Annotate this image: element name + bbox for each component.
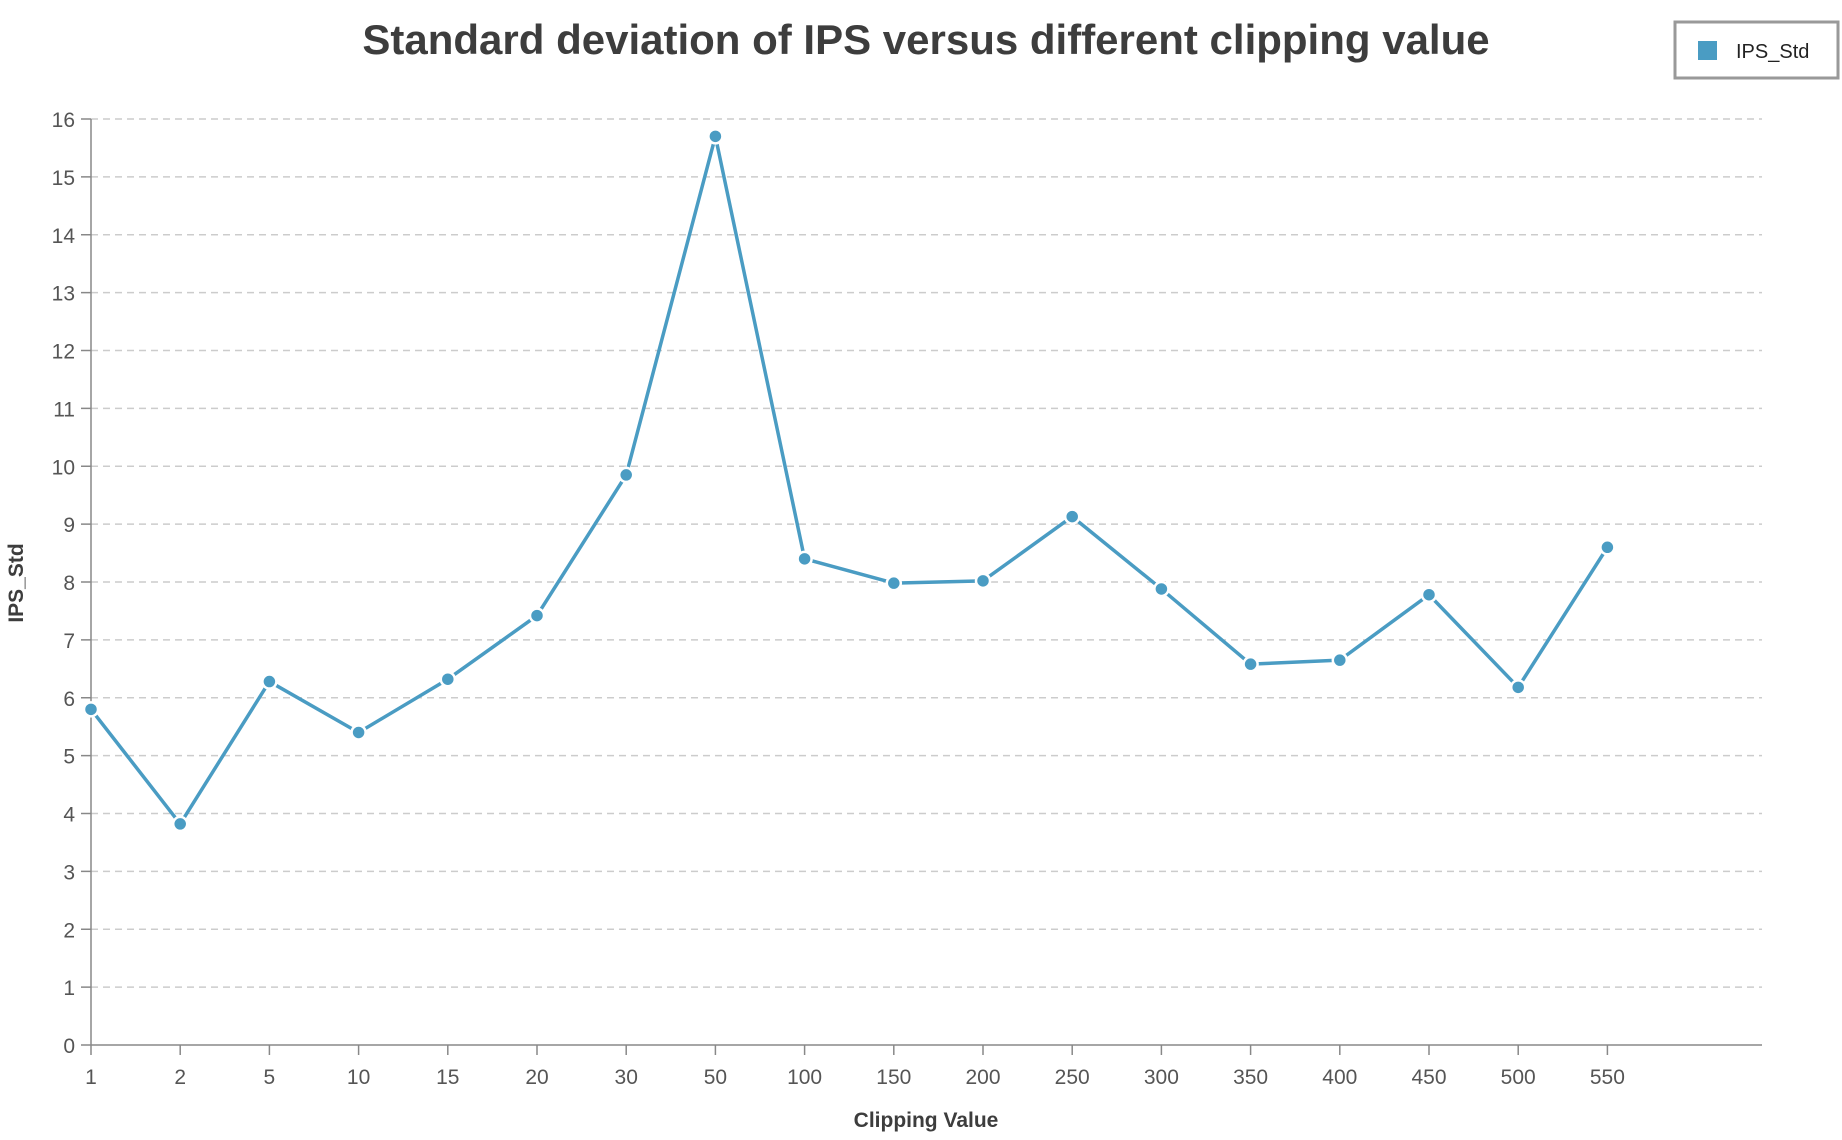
data-point: [350, 724, 367, 741]
y-tick-label: 15: [52, 167, 75, 190]
y-tick-label: 5: [63, 746, 75, 769]
y-tick-label: 9: [63, 514, 75, 537]
data-point: [617, 466, 635, 484]
y-tick-label: 14: [52, 225, 76, 248]
legend-label: IPS_Std: [1736, 41, 1809, 63]
data-point: [974, 572, 992, 590]
x-tick-label: 300: [1144, 1066, 1179, 1089]
y-tick-label: 12: [52, 341, 75, 364]
y-tick-label: 4: [63, 804, 75, 827]
x-tick-label: 15: [436, 1066, 459, 1089]
x-tick-label: 30: [615, 1066, 638, 1089]
data-point: [1420, 586, 1438, 603]
x-tick-label: 1: [85, 1066, 97, 1089]
chart-title: Standard deviation of IPS versus differe…: [362, 16, 1489, 63]
data-point: [528, 607, 546, 624]
x-tick-label: 250: [1055, 1066, 1090, 1089]
data-point: [796, 550, 813, 568]
data-point: [82, 701, 100, 718]
data-point: [1063, 508, 1081, 525]
data-point: [1242, 655, 1259, 673]
x-tick-label: 150: [876, 1066, 911, 1089]
x-tick-label: 400: [1322, 1066, 1357, 1089]
series-ips-std: [82, 128, 1616, 833]
x-tick-label: 20: [525, 1066, 548, 1089]
x-tick-label: 5: [264, 1066, 276, 1089]
data-point: [1331, 651, 1349, 669]
y-tick-label: 1: [63, 977, 75, 1000]
data-point: [1599, 539, 1616, 556]
series-line: [89, 134, 1609, 826]
legend[interactable]: IPS_Std: [1673, 20, 1840, 80]
y-tick-label: 7: [63, 630, 75, 653]
data-point: [171, 815, 189, 833]
y-tick-label: 16: [52, 109, 75, 132]
data-point: [1509, 679, 1527, 696]
legend-swatch: [1698, 41, 1717, 60]
x-tick-label: 200: [965, 1066, 1000, 1089]
y-tick-label: 2: [63, 919, 75, 942]
x-tick-label: 550: [1590, 1066, 1625, 1089]
x-tick-label: 2: [174, 1066, 186, 1089]
data-point: [885, 574, 903, 592]
x-tick-label: 50: [704, 1066, 727, 1089]
y-axis-label: IPS_Std: [5, 543, 28, 622]
y-tick-label: 6: [63, 688, 75, 711]
x-axis-label: Clipping Value: [854, 1109, 999, 1132]
data-point: [1153, 580, 1170, 598]
data-point: [707, 128, 724, 145]
y-tick-label: 10: [52, 456, 75, 479]
y-tick-label: 3: [63, 861, 75, 884]
x-tick-label: 500: [1501, 1066, 1536, 1089]
x-tick-label: 10: [347, 1066, 370, 1089]
data-point: [261, 673, 278, 690]
y-tick-label: 0: [63, 1035, 75, 1058]
x-axis-ticks: 1 2 5 10 15 20 30 50 100 150 200 250 300 350 400 450 500…: [85, 1045, 1625, 1089]
x-tick-label: 100: [787, 1066, 822, 1089]
y-tick-label: 8: [63, 572, 75, 595]
x-tick-label: 350: [1233, 1066, 1268, 1089]
data-point: [439, 670, 457, 688]
gridlines: [91, 118, 1762, 988]
y-tick-label: 13: [52, 283, 75, 306]
x-tick-label: 450: [1411, 1066, 1446, 1089]
y-tick-label: 11: [53, 398, 75, 421]
